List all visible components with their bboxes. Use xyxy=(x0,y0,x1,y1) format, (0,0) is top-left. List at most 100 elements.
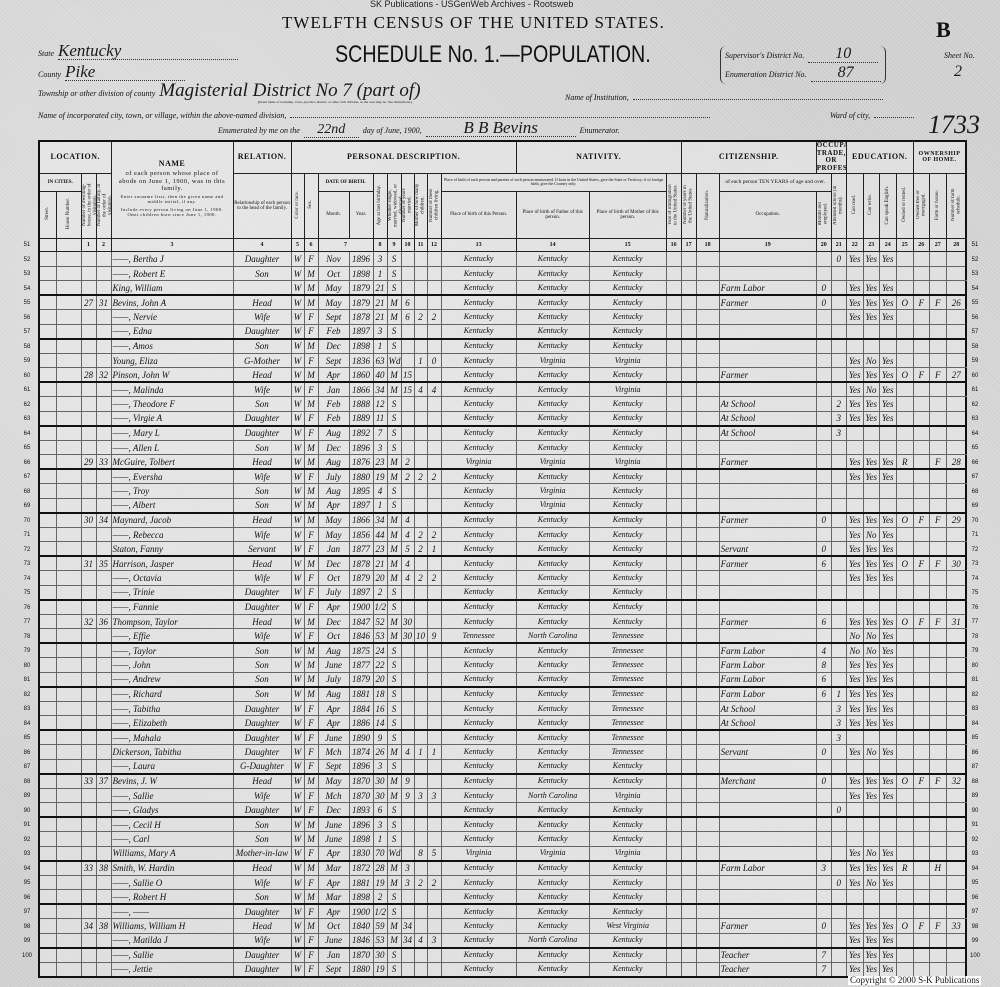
naturalization-cell xyxy=(695,323,720,340)
owned-free-or-mortgaged-cell xyxy=(912,309,930,325)
years-married-cell xyxy=(400,671,415,688)
age-cell: 1/2 xyxy=(372,903,388,920)
race-cell: W xyxy=(290,932,305,949)
line-number-right: 55 xyxy=(971,300,979,306)
farm-schedule-number-cell xyxy=(945,468,967,485)
can-speak-english-cell xyxy=(878,816,897,833)
occupation-cell xyxy=(718,251,817,267)
relation-cell: Wife xyxy=(232,309,292,325)
children-living-cell xyxy=(426,903,442,920)
family-number-cell xyxy=(95,280,112,297)
immigration-year-cell xyxy=(665,570,682,586)
occupation-cell: Farm Labor xyxy=(718,642,817,659)
owned-free-or-mortgaged-cell xyxy=(912,744,930,760)
ward-field: Ward of city, xyxy=(830,106,915,123)
birth-year-cell: 1878 xyxy=(348,309,374,325)
can-write-cell xyxy=(862,816,880,833)
line-number-right: 53 xyxy=(971,271,979,277)
house-number-cell xyxy=(55,773,82,789)
sex-cell: F xyxy=(303,787,319,804)
birth-month-cell: June xyxy=(317,816,350,833)
occupation-cell xyxy=(718,584,817,601)
can-read-cell: Yes xyxy=(845,700,864,717)
line-number-right: 90 xyxy=(971,807,979,814)
dwelling-number-cell xyxy=(80,526,97,543)
marital-status-cell: S xyxy=(386,947,402,963)
can-write-cell: Yes xyxy=(862,787,880,804)
house-number-cell xyxy=(55,309,82,325)
can-read-cell xyxy=(845,889,864,906)
table-row: ——, Jettie Daughter W F Sept 1880 19 S Kentucky K… xyxy=(38,961,967,978)
farm-schedule-number-cell xyxy=(945,570,967,586)
owned-free-or-mortgaged-cell xyxy=(912,265,930,282)
can-read-cell: No xyxy=(845,642,864,659)
header-bp-mother: Place of birth of Mother of this person. xyxy=(588,190,667,240)
farm-or-house-cell xyxy=(928,744,947,760)
age-cell: 26 xyxy=(372,744,388,760)
race-cell: W xyxy=(290,874,305,891)
years-in-us-cell xyxy=(680,686,697,702)
father-birthplace-cell: North Carolina xyxy=(515,787,590,804)
marital-status-cell: M xyxy=(386,744,402,760)
family-number-cell xyxy=(95,729,112,746)
sheet-field: Sheet No. 2 xyxy=(944,52,975,80)
naturalization-cell xyxy=(695,671,720,688)
children-born-cell xyxy=(413,555,428,572)
sex-cell: F xyxy=(303,599,319,615)
children-living-cell xyxy=(426,280,442,297)
marital-status-cell: S xyxy=(386,251,402,267)
state-label: State xyxy=(38,49,54,58)
line-number-right: 51 xyxy=(971,242,979,248)
months-in-school-cell xyxy=(830,744,847,760)
column-number: 24 xyxy=(878,238,897,253)
naturalization-cell xyxy=(695,280,720,297)
years-in-us-cell xyxy=(680,381,697,398)
family-number-cell xyxy=(95,396,112,412)
farm-schedule-number-cell xyxy=(945,338,967,354)
can-read-cell: Yes xyxy=(845,918,864,934)
birthplace-cell: Kentucky xyxy=(440,381,517,398)
header-name-title: NAME xyxy=(158,158,186,168)
house-number-cell xyxy=(55,338,82,354)
family-number-cell xyxy=(95,642,112,659)
father-birthplace-cell: Virginia xyxy=(515,497,590,514)
immigration-year-cell xyxy=(665,961,682,978)
can-speak-english-cell: Yes xyxy=(878,468,897,485)
father-birthplace-cell: Kentucky xyxy=(515,396,590,412)
farm-or-house-cell xyxy=(928,758,947,775)
header-name-note2: Include every person living on June 1, 1… xyxy=(120,206,224,217)
birth-month-cell: Aug xyxy=(317,686,350,702)
months-in-school-cell xyxy=(830,773,847,789)
sex-cell: F xyxy=(303,381,319,398)
birth-month-cell: Apr xyxy=(317,700,350,717)
children-born-cell xyxy=(413,947,428,963)
sex-cell: F xyxy=(303,309,319,325)
naturalization-cell xyxy=(695,715,720,732)
line-number-right: 76 xyxy=(971,604,979,611)
enumerated-suffix: day of June, 1900, xyxy=(362,126,422,135)
street-cell xyxy=(38,932,57,949)
farm-schedule-number-cell xyxy=(945,251,967,267)
months-in-school-cell xyxy=(830,918,847,934)
father-birthplace-cell: Kentucky xyxy=(515,657,590,673)
dwelling-number-cell xyxy=(80,816,97,833)
line-number-left: 68 xyxy=(23,488,31,495)
birthplace-cell: Kentucky xyxy=(440,671,517,688)
line-number-right: 87 xyxy=(971,764,979,770)
dwelling-number-cell xyxy=(80,309,97,325)
farm-or-house-cell xyxy=(928,570,947,586)
owned-free-or-mortgaged-cell xyxy=(912,352,930,369)
street-cell xyxy=(38,584,57,601)
owned-or-rented-cell xyxy=(895,425,914,441)
header-ownership: OWNERSHIP OF HOME. xyxy=(912,140,967,174)
occupation-cell: Farmer xyxy=(718,294,817,311)
birth-month-cell: Aug xyxy=(317,454,350,471)
years-in-us-cell xyxy=(680,773,697,789)
family-number-cell xyxy=(95,381,112,398)
name-cell: ——, —— xyxy=(110,903,234,920)
years-married-cell xyxy=(400,715,415,732)
sex-cell: F xyxy=(303,932,319,949)
years-in-us-cell xyxy=(680,323,697,340)
dwelling-number-cell xyxy=(80,381,97,398)
farm-or-house-cell xyxy=(928,729,947,746)
